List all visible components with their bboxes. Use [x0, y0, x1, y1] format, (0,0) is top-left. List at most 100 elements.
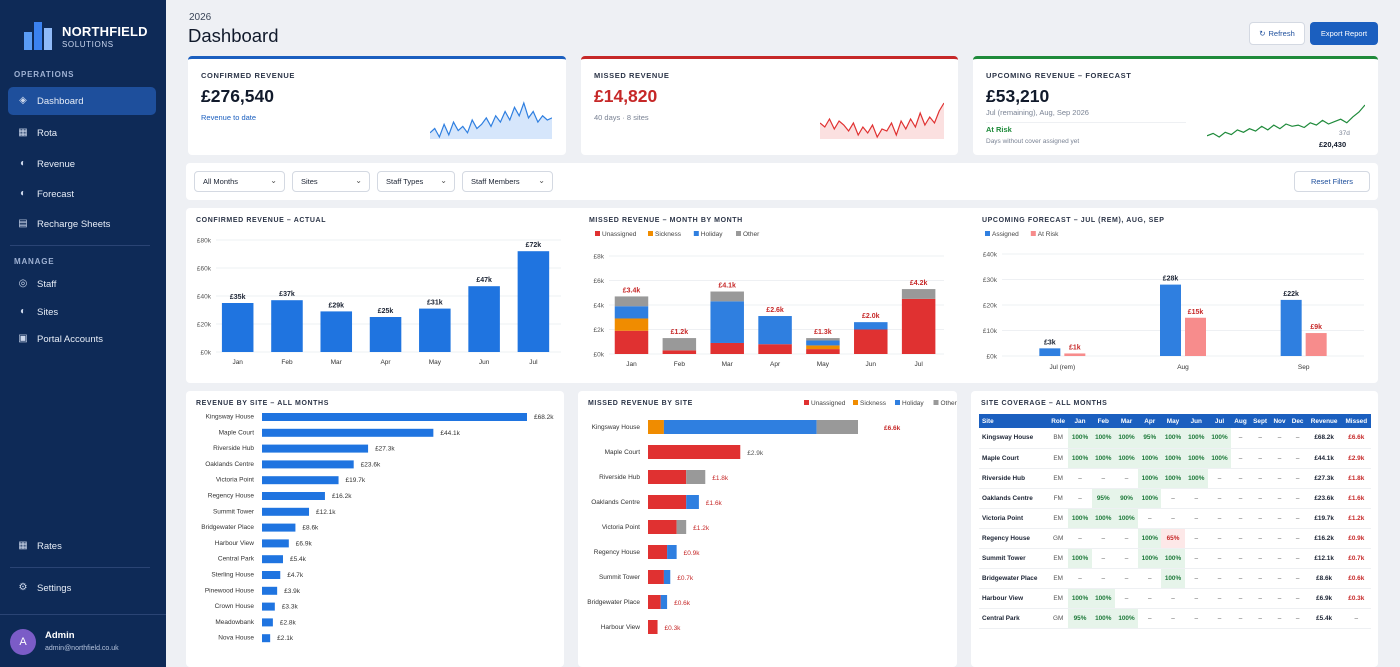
legend-label: Sickness [860, 400, 887, 407]
y-tick-label: £40k [197, 294, 212, 301]
coverage-cell: – [1068, 488, 1092, 509]
coverage-cell: – [1138, 608, 1162, 629]
page-year: 2026 [189, 12, 212, 23]
coverage-cell: – [1270, 528, 1289, 549]
bar [271, 300, 303, 352]
column-header[interactable]: Jan [1068, 414, 1092, 428]
x-tick-label: Feb [674, 361, 686, 368]
column-header[interactable]: Nov [1270, 414, 1289, 428]
sidebar-item-portal-accounts[interactable]: ▣ Portal Accounts [8, 325, 156, 353]
sidebar-item-revenue[interactable]: ◐ Revenue [8, 150, 156, 178]
coverage-cell: – [1270, 448, 1289, 469]
site-coverage-table: Site Role Jan Feb Mar Apr May Jun Jul Aug Sept Nov D… [979, 414, 1371, 629]
sidebar-item-sites[interactable]: ◐ Sites [8, 298, 156, 326]
y-tick-label: £0k [987, 354, 998, 361]
brand-sub: SOLUTIONS [62, 40, 114, 49]
export-report-button[interactable]: Export Report [1310, 22, 1378, 45]
divider [10, 245, 150, 246]
table-row[interactable]: Maple Court EM 100% 100% 100% 100% 100% 100% 100… [979, 448, 1371, 469]
sidebar-item-dashboard[interactable]: ◈ Dashboard [8, 87, 156, 115]
column-header[interactable]: Feb [1091, 414, 1115, 428]
table-row[interactable]: Riverside Hub EM – – –100% 100% 100% – – – – – £27.3… [979, 468, 1371, 489]
filter-value: Staff Members [471, 177, 520, 186]
column-header[interactable]: May [1161, 414, 1185, 428]
column-header[interactable]: Aug [1231, 414, 1250, 428]
column-header[interactable]: Jun [1184, 414, 1208, 428]
y-tick-label: Bridgewater Place [201, 524, 254, 531]
coverage-cell: – [1231, 588, 1250, 609]
table-row[interactable]: Bridgewater Place EM – – – –100% – – – – – – £8.6k £0… [979, 568, 1371, 589]
bar-segment [648, 520, 677, 534]
refresh-button[interactable]: ↻ Refresh [1249, 22, 1305, 45]
bar [262, 539, 289, 548]
data-label: £47k [476, 277, 492, 284]
data-label: £0.9k [684, 550, 701, 557]
missed-cell: £1.2k [1341, 508, 1371, 529]
sidebar-item-label: Settings [37, 582, 72, 594]
filter-value: All Months [203, 177, 239, 186]
table-row[interactable]: Victoria Point EM 100% 100% 100% – – – – – – – – £19.… [979, 508, 1371, 529]
coverage-cell: – [1249, 428, 1271, 449]
coverage-cell: 100% [1091, 448, 1115, 469]
sparkline-line [1207, 104, 1365, 138]
column-header[interactable]: Role [1048, 414, 1069, 428]
data-label: £22k [1283, 291, 1299, 298]
column-header[interactable]: Jul [1207, 414, 1232, 428]
months-filter[interactable]: All Months ⌄ [194, 171, 285, 192]
coverage-cell: 100% [1114, 508, 1139, 529]
table-row[interactable]: Harbour View EM 100% 100% – – – – – – – – – £6.9k £0.3… [979, 588, 1371, 609]
sidebar-item-label: Staff [37, 278, 57, 290]
coverage-cell: – [1231, 608, 1250, 629]
table-row[interactable]: Kingsway House BM 100% 100% 100% 95% 100% 100% 1… [979, 428, 1371, 449]
bar-segment [806, 338, 840, 341]
user-profile[interactable]: A Admin admin@northfield.co.uk [0, 614, 166, 667]
coverage-cell: – [1231, 488, 1250, 509]
reset-filters-button[interactable]: Reset Filters [1294, 171, 1370, 192]
revenue-cell: £16.2k [1306, 528, 1342, 549]
column-header[interactable]: Apr [1138, 414, 1162, 428]
sidebar-item-rates[interactable]: ▦ Rates [8, 532, 156, 560]
staff-types-filter[interactable]: Staff Types ⌄ [377, 171, 455, 192]
column-header[interactable]: Dec [1288, 414, 1307, 428]
staff-members-filter[interactable]: Staff Members ⌄ [462, 171, 553, 192]
legend-swatch [595, 231, 600, 236]
data-label: £25k [378, 308, 394, 315]
data-label: £2.8k [280, 619, 297, 626]
site-cell: Summit Tower [979, 548, 1048, 569]
revenue-cell: £19.7k [1306, 508, 1342, 529]
sites-filter[interactable]: Sites ⌄ [292, 171, 370, 192]
data-label: £1.3k [814, 329, 832, 336]
y-tick-label: Nova House [218, 635, 254, 642]
table-row[interactable]: Regency House GM – – –100% 65% – – – – – – £16.2k £0.… [979, 528, 1371, 549]
column-header[interactable]: Site [979, 414, 1048, 428]
column-header[interactable]: Mar [1114, 414, 1139, 428]
data-label: £19.7k [346, 477, 366, 484]
coverage-cell: – [1207, 548, 1232, 569]
coverage-cell: 100% [1184, 448, 1208, 469]
sidebar-item-forecast[interactable]: ◐ Forecast [8, 180, 156, 208]
bar-segment [854, 322, 888, 330]
column-header[interactable]: Sept [1249, 414, 1271, 428]
coverage-cell: – [1270, 588, 1289, 609]
table-row[interactable]: Central Park GM 95% 100% 100% – – – – – – – – £5.4k – [979, 608, 1371, 629]
coverage-cell: 100% [1068, 428, 1092, 449]
brand-logo[interactable]: NORTHFIELD SOLUTIONS [22, 18, 162, 52]
coverage-cell: – [1184, 568, 1208, 589]
coverage-cell: 100% [1114, 428, 1139, 449]
column-header[interactable]: Revenue [1306, 414, 1342, 428]
sidebar-item-staff[interactable]: ◎ Staff [8, 270, 156, 298]
y-tick-label: Riverside Hub [213, 445, 254, 452]
legend-swatch [895, 400, 900, 405]
coverage-cell: – [1249, 608, 1271, 629]
column-header[interactable]: Missed [1341, 414, 1371, 428]
table-row[interactable]: Summit Tower EM 100% – –100% 100% – – – – – – £12.1k… [979, 548, 1371, 569]
table-row[interactable]: Oaklands Centre FM –95% 90% 100% – – – – – – – £23.6… [979, 488, 1371, 509]
sidebar-item-settings[interactable]: ⚙ Settings [8, 574, 156, 602]
x-tick-label: Jul [529, 359, 538, 366]
data-label: £0.7k [677, 575, 694, 582]
sidebar-item-recharge-sheets[interactable]: ▤ Recharge Sheets [8, 210, 156, 238]
kpi-sub: 40 days · 8 sites [594, 113, 649, 122]
data-label: £23.6k [361, 461, 381, 468]
sidebar-item-rota[interactable]: ▦ Rota [8, 119, 156, 147]
x-tick-label: Jan [232, 359, 243, 366]
